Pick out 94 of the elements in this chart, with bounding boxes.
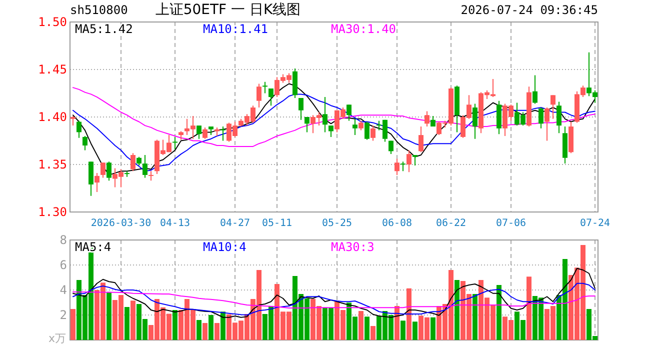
candlestick	[352, 118, 358, 136]
candlestick	[370, 125, 376, 142]
bar	[214, 323, 220, 340]
bar	[130, 300, 136, 340]
text: MA30:3	[331, 240, 374, 254]
candlestick	[130, 152, 136, 172]
candlestick	[76, 120, 82, 138]
x-tick-label: 07-06	[496, 218, 526, 229]
line-series	[72, 87, 596, 147]
candlestick	[220, 126, 226, 142]
candlestick	[328, 125, 334, 138]
line-series	[72, 268, 596, 318]
chart-title: 上证50ETF 一 日K线图	[155, 2, 301, 18]
bar	[412, 322, 418, 340]
candlestick	[544, 107, 550, 142]
candlestick	[88, 161, 94, 196]
bar	[124, 307, 130, 340]
candlestick	[556, 101, 562, 134]
candlestick	[496, 100, 502, 135]
candlestick	[142, 154, 148, 178]
y-tick-label: 2	[60, 308, 67, 322]
bar	[208, 315, 214, 340]
candlestick	[424, 110, 430, 127]
x-tick-label: 05-25	[322, 218, 352, 229]
bar	[202, 323, 208, 340]
bar	[220, 312, 226, 340]
candlestick	[94, 172, 100, 193]
candlestick	[298, 98, 304, 120]
x-tick-label: 07-24	[580, 218, 610, 229]
candlestick	[364, 121, 370, 140]
candlestick	[148, 170, 154, 182]
candlestick	[538, 107, 544, 129]
x-tick-label: 04-13	[160, 218, 190, 229]
candlestick	[172, 136, 178, 150]
text: MA10:1.41	[203, 22, 268, 36]
bar	[406, 288, 412, 340]
bar	[364, 316, 370, 340]
candlestick	[106, 161, 112, 182]
line-series	[72, 282, 596, 316]
y-tick-label: 6	[60, 258, 67, 272]
bar	[394, 306, 400, 340]
candlestick	[412, 154, 418, 166]
bar	[400, 320, 406, 340]
candlestick	[100, 162, 106, 178]
y-tick-label: 4	[60, 283, 67, 298]
candlestick	[406, 150, 412, 173]
y-tick-label: 1.30	[38, 205, 67, 220]
text: MA30:1.40	[331, 22, 396, 36]
y-tick-label: 1.35	[38, 158, 67, 172]
candlestick	[292, 68, 298, 98]
x-tick-label: 06-22	[436, 218, 466, 229]
candlestick	[256, 83, 262, 108]
candlestick	[358, 120, 364, 131]
candlestick	[82, 136, 88, 151]
candlestick	[388, 140, 394, 155]
y-tick-label: 8	[60, 233, 67, 248]
candlestick	[322, 96, 328, 133]
bar	[430, 317, 436, 340]
candlestick	[268, 88, 274, 106]
candlestick	[400, 161, 406, 172]
y-axis-title: x万	[48, 332, 66, 345]
candlestick	[472, 103, 478, 140]
candlestick	[532, 74, 538, 104]
text: 2026-07-24 09:36:45	[460, 3, 598, 17]
text: MA5:1.42	[75, 22, 133, 36]
y-tick-label: 1.45	[38, 62, 67, 77]
x-tick-label: 05-11	[262, 218, 292, 229]
candlestick	[196, 125, 202, 140]
bar	[370, 326, 376, 340]
candlestick	[418, 126, 424, 153]
candlestick	[346, 104, 352, 122]
y-tick-label: 1.50	[38, 15, 67, 30]
bar	[70, 309, 76, 340]
candlestick	[550, 94, 556, 120]
line-series	[72, 291, 596, 308]
bar	[454, 280, 460, 340]
x-tick-label: 06-08	[382, 218, 412, 229]
text: MA10:4	[203, 240, 246, 254]
bar	[358, 311, 364, 340]
candlestick	[70, 116, 76, 126]
x-tick-label: 04-27	[220, 218, 250, 229]
bar	[496, 285, 502, 340]
candlestick	[304, 116, 310, 133]
bar	[196, 320, 202, 340]
x-tick-label: 2026-03-30	[90, 218, 152, 229]
bar	[106, 292, 112, 340]
candlestick	[262, 81, 268, 94]
bar	[526, 276, 532, 340]
bar	[472, 294, 478, 340]
candlestick	[202, 126, 208, 140]
bar	[172, 310, 178, 340]
candlestick	[394, 158, 400, 176]
y-tick-label: 1.40	[38, 110, 67, 124]
chart-subtitle: sh510800	[70, 3, 128, 17]
